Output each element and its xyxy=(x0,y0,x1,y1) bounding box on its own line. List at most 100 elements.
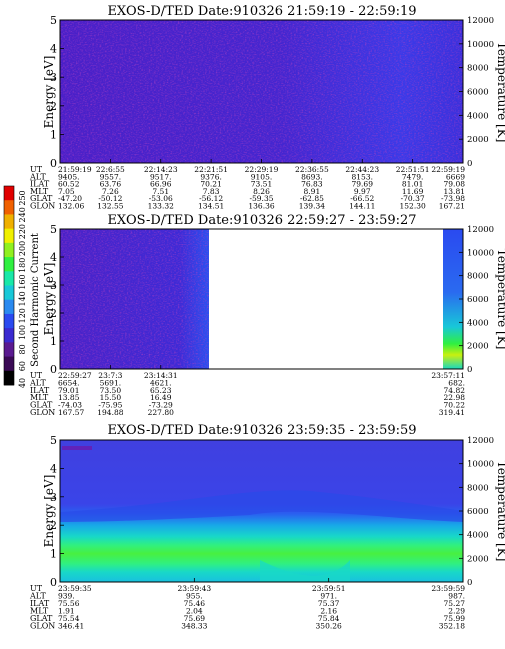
table-row-label: ALT xyxy=(29,378,46,387)
panel-1-y2label: Temperature [K] xyxy=(495,42,505,143)
colorbar-swatch xyxy=(4,299,14,315)
ytick-label: 1 xyxy=(50,128,57,141)
table-cell: 136.36 xyxy=(248,202,274,211)
ytick-label: 1 xyxy=(50,548,57,561)
table-cell: -74.03 xyxy=(58,401,82,410)
table-cell: 132.06 xyxy=(58,202,84,211)
y2tick-label: 0 xyxy=(467,365,472,375)
panel-1-ylabel: Energy [eV] xyxy=(42,56,56,129)
ytick-label: 4 xyxy=(50,251,57,264)
table-cell: 13.85 xyxy=(58,393,80,402)
table-cell: 7479. xyxy=(402,172,423,181)
panel-2-edge-strip xyxy=(443,229,463,369)
y2tick-label: 10000 xyxy=(467,40,494,50)
table-cell: 75.27 xyxy=(444,599,466,608)
table-cell: 227.80 xyxy=(148,408,174,417)
colorbar-swatch xyxy=(4,200,14,215)
table-cell: 21:59:19 xyxy=(58,165,92,174)
table-cell: 682. xyxy=(448,378,465,387)
table-cell: 2.16 xyxy=(320,607,337,616)
ytick-label: 4 xyxy=(50,462,57,475)
table-cell: -66.52 xyxy=(350,194,374,203)
ytick-label: 3 xyxy=(50,491,57,504)
panel-2-texture xyxy=(60,229,209,369)
table-cell: 22:14:23 xyxy=(144,165,178,174)
table-cell: 75.56 xyxy=(58,599,80,608)
table-cell: -50.12 xyxy=(98,194,122,203)
y2tick-label: 6000 xyxy=(467,88,489,98)
ytick-label: 5 xyxy=(50,434,57,447)
table-cell: -53.06 xyxy=(149,194,173,203)
table-cell: 79.08 xyxy=(444,180,466,189)
y2tick-label: 4000 xyxy=(467,531,489,541)
table-row-label: MLT xyxy=(30,187,49,196)
table-cell: 22:36:55 xyxy=(295,165,329,174)
colorbar-swatch xyxy=(4,313,14,329)
y2tick-label: 12000 xyxy=(467,436,494,446)
table-cell: 75.46 xyxy=(184,599,206,608)
table-cell: -62.85 xyxy=(300,194,324,203)
table-cell: 8.91 xyxy=(304,187,321,196)
table-cell: 75.37 xyxy=(318,599,340,608)
colorbar-swatch xyxy=(4,356,14,372)
table-cell: 23:57:11 xyxy=(431,371,465,380)
table-cell: 22:21:51 xyxy=(194,165,228,174)
table-cell: -59.35 xyxy=(249,194,273,203)
table-cell: 987. xyxy=(448,592,465,601)
panel-3-valley xyxy=(260,560,350,582)
colorbar-swatch xyxy=(4,370,14,386)
table-row-label: ILAT xyxy=(30,180,50,189)
table-cell: 352.18 xyxy=(439,622,465,631)
table-cell: 7.51 xyxy=(152,187,169,196)
table-cell: 65.23 xyxy=(150,386,172,395)
colorbar-tick-label: 180 xyxy=(18,258,27,273)
panel-3-marker xyxy=(62,446,92,450)
table-cell: 81.01 xyxy=(402,180,423,189)
table-cell: -75.95 xyxy=(98,401,122,410)
table-cell: -73.98 xyxy=(441,194,465,203)
ytick-label: 5 xyxy=(50,14,57,27)
y2tick-label: 10000 xyxy=(467,248,494,258)
table-cell: 955. xyxy=(186,592,203,601)
table-cell: 70.21 xyxy=(200,180,221,189)
table-cell: 4621. xyxy=(150,378,171,387)
table-cell: 9376. xyxy=(200,172,221,181)
table-cell: 75.54 xyxy=(58,614,80,623)
table-cell: 8693. xyxy=(301,172,322,181)
table-cell: 7.26 xyxy=(102,187,119,196)
table-cell: 9517. xyxy=(150,172,171,181)
panel-2-ylabel: Energy [eV] xyxy=(42,263,56,336)
table-cell: 23:59:43 xyxy=(177,584,211,593)
ytick-label: 3 xyxy=(50,71,57,84)
y2tick-label: 2000 xyxy=(467,342,489,352)
colorbar-tick-label: 60 xyxy=(18,361,27,371)
table-cell: 939. xyxy=(58,592,75,601)
table-cell: 76.83 xyxy=(301,180,323,189)
table-cell: 23:14:31 xyxy=(144,371,178,380)
colorbar-tick-label: 40 xyxy=(18,378,27,388)
panel-2-title: EXOS-D/TED Date:910326 22:59:27 - 23:59:… xyxy=(107,213,416,228)
table-cell: 75.84 xyxy=(318,614,340,623)
table-row-label: GLON xyxy=(30,202,55,211)
y2tick-label: 8000 xyxy=(467,272,489,282)
table-cell: 167.21 xyxy=(439,202,465,211)
y2tick-label: 8000 xyxy=(467,64,489,74)
panel-3-ylabel: Energy [eV] xyxy=(42,475,56,548)
table-cell: 66.96 xyxy=(150,180,172,189)
table-row-label: ALT xyxy=(29,592,46,601)
table-cell: 74.82 xyxy=(444,386,466,395)
y2tick-label: 0 xyxy=(467,578,472,588)
panel-2-axes: 0 1 2 3 4 5 0 2000 4000 6000 8000 10000 12000 xyxy=(50,223,494,376)
panel-3-y2label: Temperature [K] xyxy=(495,461,505,562)
colorbar-swatch xyxy=(4,285,14,301)
colorbar-swatch xyxy=(4,242,14,258)
table-cell: 9105. xyxy=(251,172,272,181)
table-row-label: UT xyxy=(30,584,43,593)
table-cell: 79.01 xyxy=(58,386,79,395)
table-cell: 134.51 xyxy=(198,202,224,211)
ytick-label: 0 xyxy=(50,157,57,170)
ytick-label: 5 xyxy=(50,223,57,236)
panel-3-axes: 0 1 2 3 4 5 0 2000 4000 6000 8000 10000 12000 xyxy=(50,434,494,589)
